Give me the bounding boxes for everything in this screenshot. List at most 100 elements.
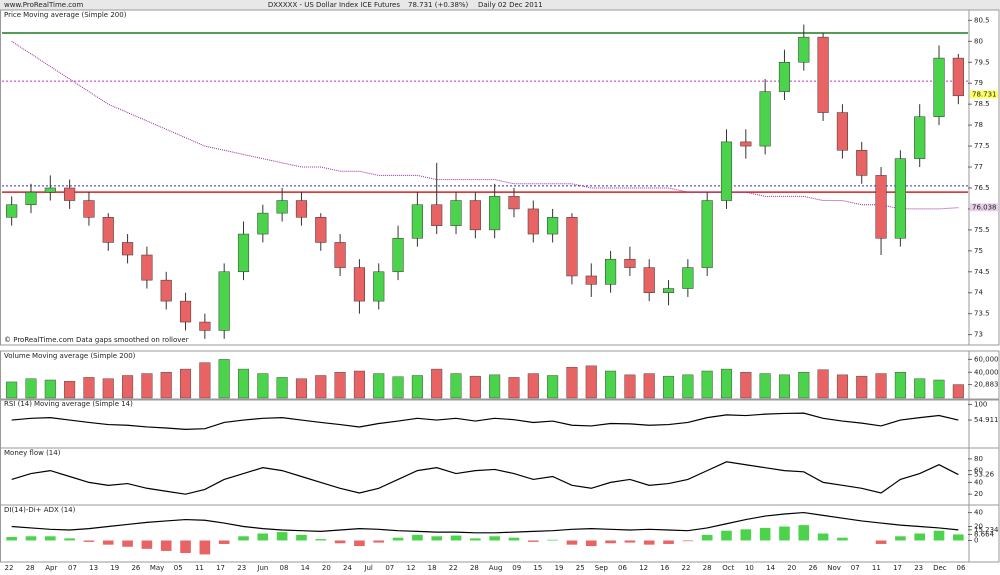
volume-bar bbox=[740, 372, 752, 399]
x-tick-label: 28 bbox=[703, 564, 712, 572]
volume-bar bbox=[527, 373, 539, 399]
panel-label: Money flow (14) bbox=[4, 449, 61, 457]
candle-body bbox=[701, 200, 713, 268]
panel-label: Price bbox=[4, 11, 21, 19]
volume-bar bbox=[469, 375, 481, 399]
candle-body bbox=[469, 200, 481, 231]
volume-bar bbox=[856, 375, 868, 399]
volume-bar bbox=[102, 378, 114, 399]
y-tick-label: 78 bbox=[974, 121, 983, 129]
volume-bar bbox=[160, 372, 172, 399]
x-tick-label: 08 bbox=[280, 564, 289, 572]
y-tick-label: 77 bbox=[974, 163, 983, 171]
volume-bar bbox=[180, 368, 192, 399]
volume-bar bbox=[720, 368, 733, 399]
di-bar bbox=[238, 536, 249, 541]
x-tick-label: 13 bbox=[89, 564, 98, 572]
x-tick-label: Aug bbox=[489, 564, 503, 572]
volume-bar bbox=[295, 378, 307, 399]
y-tick-label: 53.26 bbox=[974, 471, 995, 479]
volume-bar bbox=[83, 377, 95, 399]
candle-body bbox=[44, 187, 56, 193]
x-tick-label: 09 bbox=[512, 564, 521, 572]
di-bar bbox=[218, 540, 230, 544]
x-tick-label: 17 bbox=[893, 564, 902, 572]
di-bar bbox=[798, 525, 810, 541]
x-tick-label: 22 bbox=[449, 564, 458, 572]
volume-bar bbox=[624, 374, 636, 399]
x-tick-label: 20 bbox=[322, 564, 331, 572]
change: 78.731 (+0.38%) bbox=[408, 1, 469, 9]
axis-panel bbox=[968, 350, 1000, 401]
y-tick-label: 75.5 bbox=[974, 226, 990, 234]
candle-body bbox=[6, 204, 18, 218]
x-tick-label: 24 bbox=[343, 564, 352, 572]
volume-bar bbox=[952, 384, 964, 399]
x-tick-label: 19 bbox=[110, 564, 119, 572]
x-tick-label: Oct bbox=[722, 564, 734, 572]
volume-bar bbox=[122, 375, 134, 399]
di-bar bbox=[373, 540, 385, 543]
volume-bar bbox=[585, 365, 597, 399]
candle-body bbox=[643, 267, 655, 293]
volume-bar bbox=[894, 372, 906, 399]
candle-body bbox=[102, 217, 114, 243]
title: DXXXXX - US Dollar Index ICE Futures bbox=[268, 1, 400, 9]
volume-bar bbox=[373, 373, 385, 399]
candle-body bbox=[276, 200, 288, 214]
x-tick-label: 12 bbox=[639, 564, 648, 572]
di-bar bbox=[180, 540, 191, 554]
di-bar bbox=[102, 540, 114, 545]
volume-bar bbox=[547, 375, 559, 399]
di-bar bbox=[837, 537, 848, 541]
x-tick-label: 28 bbox=[470, 564, 479, 572]
y-tick-label: 40 bbox=[974, 509, 983, 517]
candle-body bbox=[817, 36, 829, 113]
di-bar bbox=[44, 536, 56, 541]
candle-body bbox=[527, 208, 539, 235]
volume-bar bbox=[44, 379, 56, 399]
candle-body bbox=[122, 242, 134, 256]
candle-body bbox=[798, 36, 810, 63]
volume-bar bbox=[508, 377, 520, 399]
volume-bar bbox=[566, 366, 578, 399]
volume-bar bbox=[353, 370, 365, 399]
candle-body bbox=[875, 175, 887, 239]
volume-bar bbox=[682, 374, 694, 399]
di-bar bbox=[643, 540, 655, 545]
candle-body bbox=[933, 57, 945, 117]
panel-label: RSI (14) bbox=[4, 400, 32, 408]
candle-body bbox=[392, 238, 404, 273]
x-tick-label: 07 bbox=[68, 564, 77, 572]
di-bar bbox=[508, 537, 520, 541]
candle-body bbox=[237, 233, 250, 273]
indicator-line bbox=[11, 412, 959, 430]
x-tick-label: 20 bbox=[787, 564, 796, 572]
y-tick-label: 60,000 bbox=[974, 355, 999, 363]
candle-body bbox=[547, 217, 559, 235]
di-bar bbox=[721, 530, 732, 541]
y-tick-label: 79 bbox=[974, 79, 983, 87]
candle-body bbox=[160, 279, 172, 302]
di-bar bbox=[296, 534, 307, 541]
volume-bar bbox=[450, 373, 462, 399]
di-bar bbox=[605, 540, 616, 544]
x-tick-label: 06 bbox=[957, 564, 966, 572]
volume-bar bbox=[25, 378, 37, 399]
candle-body bbox=[218, 271, 230, 331]
candle-body bbox=[179, 300, 192, 323]
di-bar bbox=[701, 534, 713, 541]
volume-bar bbox=[64, 381, 76, 399]
x-tick-label: 05 bbox=[174, 564, 183, 572]
x-tick-label: 14 bbox=[766, 564, 775, 572]
y-tick-label: 80 bbox=[974, 37, 983, 45]
volume-bar bbox=[701, 370, 713, 399]
candle-body bbox=[450, 200, 462, 226]
x-tick-label: 11 bbox=[195, 564, 204, 572]
di-bar bbox=[489, 536, 500, 541]
x-tick-label: 11 bbox=[872, 564, 881, 572]
di-bar bbox=[895, 536, 906, 541]
y-tick-label: 8.664 bbox=[974, 530, 995, 538]
y-tick-label: 78.5 bbox=[974, 100, 990, 108]
